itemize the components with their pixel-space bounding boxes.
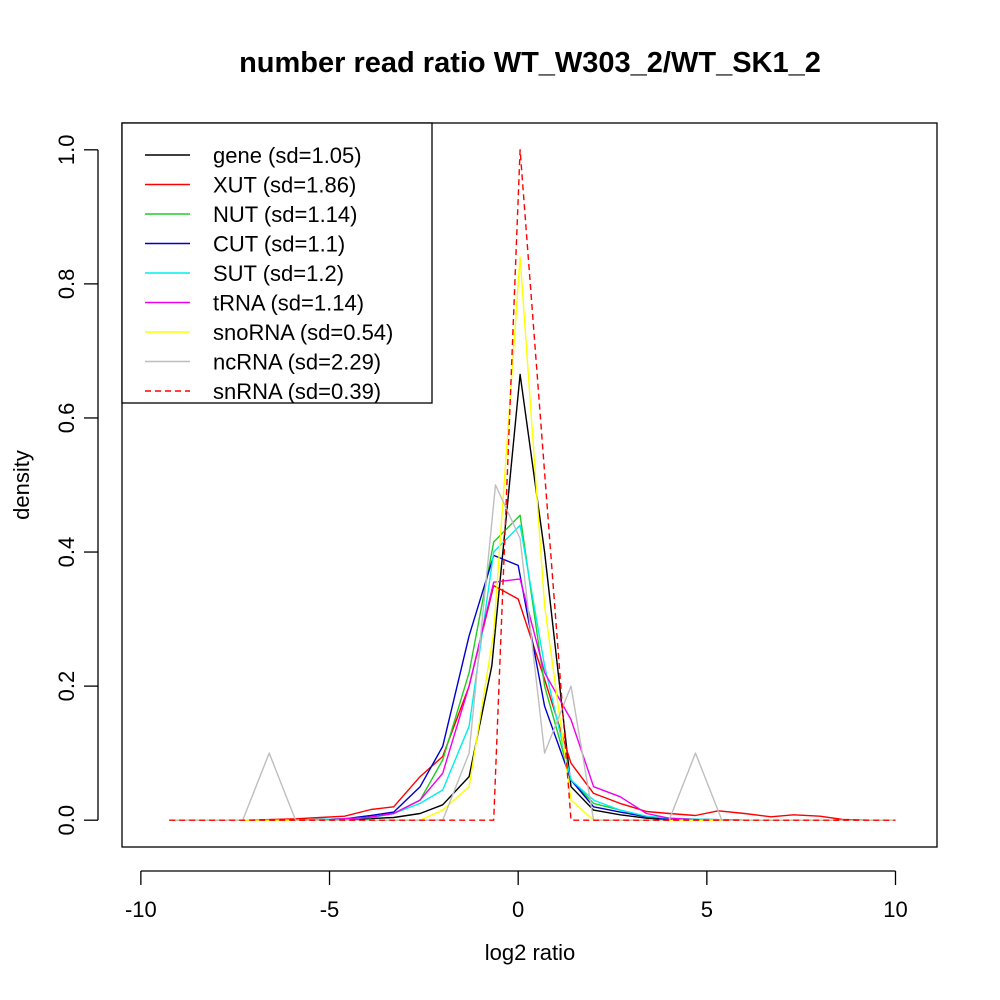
y-axis: 0.0 0.2 0.4 0.6 0.8 1.0	[54, 135, 99, 836]
chart-title: number read ratio WT_W303_2/WT_SK1_2	[239, 47, 821, 79]
legend-label: CUT (sd=1.1)	[213, 232, 345, 257]
legend-label: ncRNA (sd=2.29)	[213, 350, 381, 375]
plot-area	[169, 149, 896, 821]
x-tick-label: -5	[320, 897, 340, 922]
y-tick-label: 0.4	[54, 537, 79, 568]
x-tick-label: -10	[125, 897, 157, 922]
x-tick-label: 10	[883, 897, 907, 922]
y-tick-label: 0.2	[54, 671, 79, 702]
series-line-2	[169, 514, 745, 821]
series-line-7	[169, 484, 896, 821]
series-line-3	[169, 554, 745, 821]
y-tick-label: 1.0	[54, 135, 79, 166]
legend-label: XUT (sd=1.86)	[213, 173, 356, 198]
series-line-5	[169, 578, 745, 821]
y-tick-label: 0.0	[54, 805, 79, 836]
x-tick-label: 0	[512, 897, 524, 922]
series-line-4	[169, 524, 745, 821]
y-tick-label: 0.8	[54, 269, 79, 300]
legend-box	[121, 122, 433, 404]
series-line-8	[169, 149, 896, 821]
y-tick-label: 0.6	[54, 403, 79, 434]
legend-label: tRNA (sd=1.14)	[213, 291, 364, 316]
legend-label: gene (sd=1.05)	[213, 143, 362, 168]
x-axis: -10 -5 0 5 10	[125, 870, 908, 922]
x-axis-label: log2 ratio	[485, 940, 576, 965]
legend-label: NUT (sd=1.14)	[213, 202, 357, 227]
x-tick-label: 5	[701, 897, 713, 922]
plot-frame	[121, 122, 938, 848]
legend-label: SUT (sd=1.2)	[213, 261, 344, 286]
legend: gene (sd=1.05) XUT (sd=1.86) NUT (sd=1.14)…	[121, 122, 433, 404]
series-line-1	[169, 584, 896, 821]
legend-label: snoRNA (sd=0.54)	[213, 320, 393, 345]
y-axis-label: density	[9, 450, 34, 520]
legend-label: snRNA (sd=0.39)	[213, 379, 381, 404]
